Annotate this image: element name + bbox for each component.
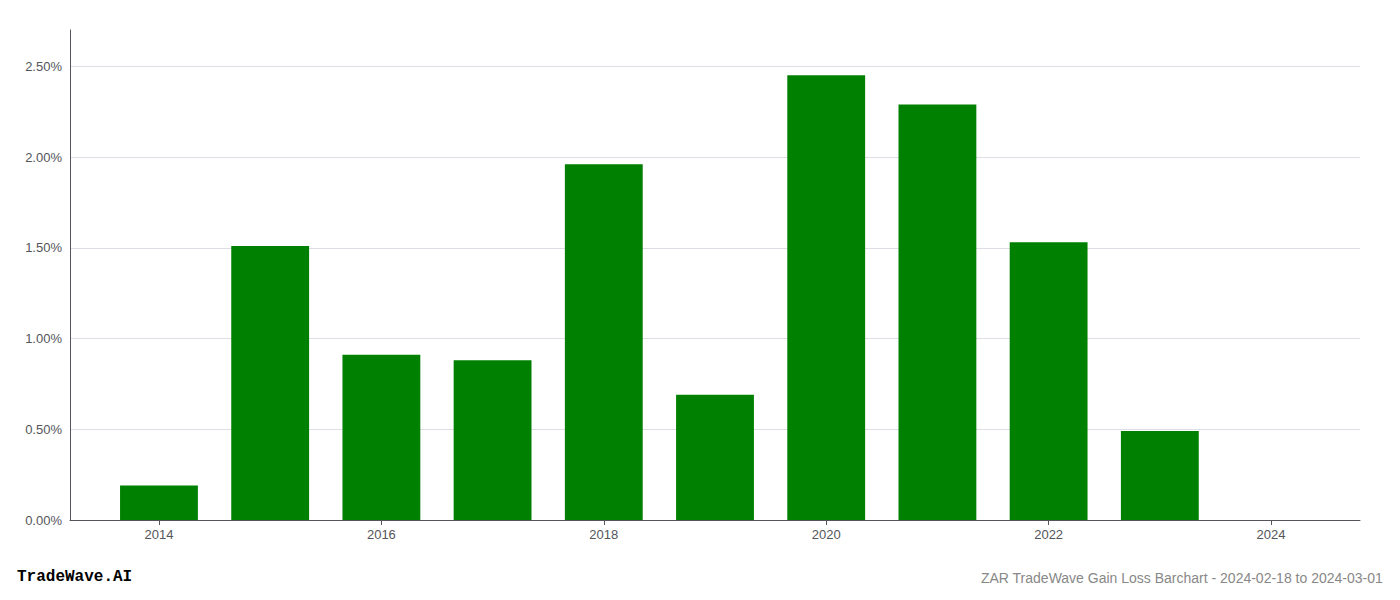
svg-text:1.00%: 1.00%	[25, 331, 62, 346]
svg-text:0.00%: 0.00%	[25, 513, 62, 528]
svg-text:2022: 2022	[1034, 527, 1063, 542]
svg-text:TradeWave.AI: TradeWave.AI	[17, 568, 132, 586]
svg-text:0.50%: 0.50%	[25, 422, 62, 437]
svg-text:2.50%: 2.50%	[25, 59, 62, 74]
svg-text:2020: 2020	[812, 527, 841, 542]
svg-text:1.50%: 1.50%	[25, 240, 62, 255]
svg-text:2024: 2024	[1257, 527, 1286, 542]
svg-text:2016: 2016	[367, 527, 396, 542]
svg-text:2014: 2014	[145, 527, 174, 542]
svg-text:2.00%: 2.00%	[25, 150, 62, 165]
svg-text:2018: 2018	[589, 527, 618, 542]
svg-text:ZAR TradeWave Gain Loss Barcha: ZAR TradeWave Gain Loss Barchart - 2024-…	[981, 570, 1383, 586]
